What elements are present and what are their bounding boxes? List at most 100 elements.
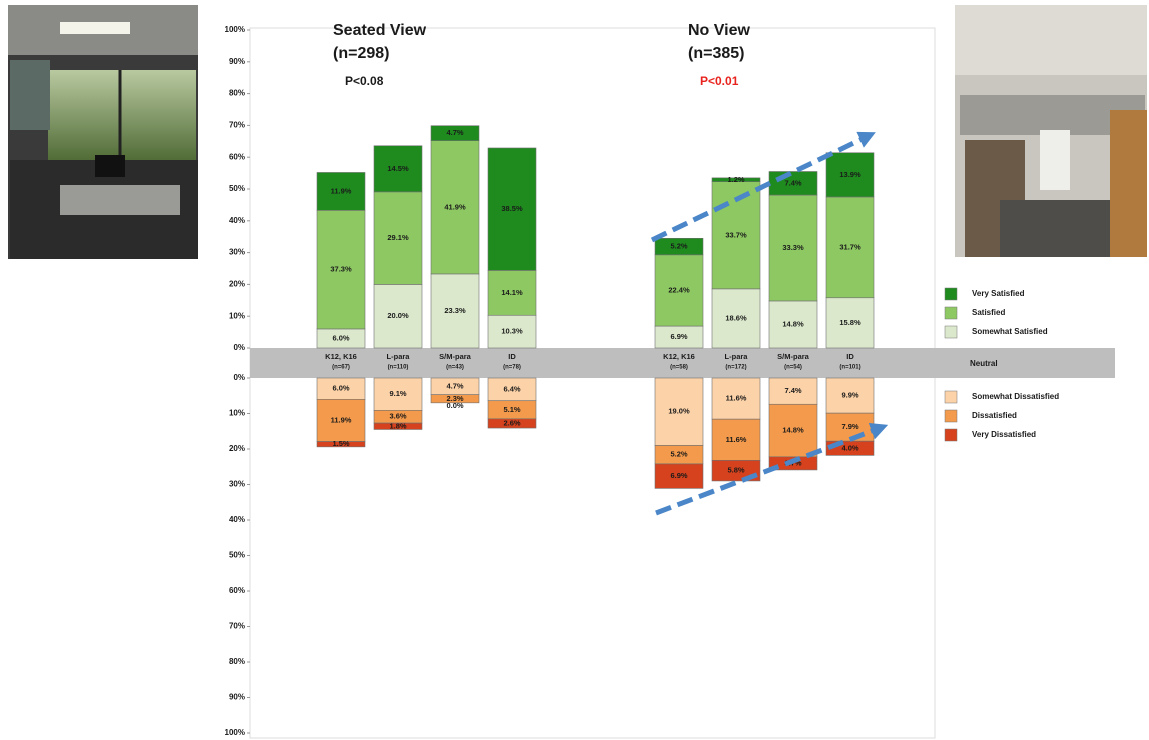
bar-segment xyxy=(654,463,704,489)
value-label: 37.3% xyxy=(330,265,352,274)
category-label: L-para xyxy=(387,352,411,361)
photo-seated-view xyxy=(8,5,198,259)
bar-segment xyxy=(768,300,818,349)
bar-segment xyxy=(654,237,704,256)
bar-segment xyxy=(373,284,423,349)
value-label: 4.0% xyxy=(841,443,858,452)
value-label: 2.3% xyxy=(446,394,463,403)
bar-segment xyxy=(487,314,537,349)
bar-segment xyxy=(316,172,366,211)
bar-segment xyxy=(711,177,761,182)
bar-segment xyxy=(373,191,423,285)
category-n: (n=58) xyxy=(670,365,688,371)
category-n: (n=101) xyxy=(839,365,860,371)
value-label: 7.9% xyxy=(841,422,858,431)
value-label: 6.4% xyxy=(503,384,520,393)
category-label: ID xyxy=(846,352,854,361)
value-label: 19.0% xyxy=(668,407,690,416)
y-tick-label: 80% xyxy=(229,657,245,666)
y-tick-label: 80% xyxy=(229,89,245,98)
bar-segment xyxy=(487,418,537,429)
bar-segment xyxy=(825,377,875,414)
value-label: 4.7% xyxy=(446,381,463,390)
category-label: K12, K16 xyxy=(663,352,695,361)
value-label: 3.6% xyxy=(389,412,406,421)
value-label: 9.9% xyxy=(841,391,858,400)
y-tick-label: 20% xyxy=(229,280,245,289)
bar-segment xyxy=(711,288,761,349)
bar-segment xyxy=(654,254,704,327)
value-label: 6.0% xyxy=(332,333,349,342)
bar-segment xyxy=(768,403,818,458)
bar-segment xyxy=(373,377,423,411)
y-tick-label: 100% xyxy=(225,728,245,737)
value-label: 14.5% xyxy=(387,164,409,173)
y-tick-label: 100% xyxy=(225,25,245,34)
value-label: 6.9% xyxy=(670,471,687,480)
value-label: 29.1% xyxy=(387,233,409,242)
bar-segment xyxy=(316,441,366,448)
group-title: Seated View xyxy=(333,22,427,39)
value-label: 15.8% xyxy=(839,318,861,327)
y-tick-label: 50% xyxy=(229,184,245,193)
legend-label: Somewhat Dissatisfied xyxy=(972,392,1059,401)
y-tick-label: 40% xyxy=(229,216,245,225)
legend-swatch xyxy=(944,325,958,339)
bar-segment xyxy=(316,398,366,442)
value-label: 38.5% xyxy=(501,204,523,213)
bar-segment xyxy=(711,377,761,420)
legend-swatch xyxy=(944,287,958,301)
y-tick-label: 60% xyxy=(229,152,245,161)
value-label: 10.3% xyxy=(501,327,523,336)
category-n: (n=54) xyxy=(784,365,802,371)
value-label: 33.3% xyxy=(782,243,804,252)
category-label: S/M-para xyxy=(777,352,810,361)
y-tick-label: 50% xyxy=(229,551,245,560)
group-title: No View xyxy=(688,22,751,39)
p-value: P<0.01 xyxy=(700,74,739,88)
bar-segment xyxy=(711,418,761,461)
bar-segment xyxy=(487,147,537,271)
bar-segment xyxy=(430,273,480,349)
bar-segment xyxy=(825,412,875,442)
group-subtitle: (n=298) xyxy=(333,45,389,62)
y-tick-label: 10% xyxy=(229,311,245,320)
y-tick-label: 0% xyxy=(233,373,245,382)
legend-swatch xyxy=(944,390,958,404)
bar-segment xyxy=(430,140,480,275)
legend-label: Very Dissatisfied xyxy=(972,430,1036,439)
value-label: 6.9% xyxy=(670,332,687,341)
value-label: 7.4% xyxy=(784,386,801,395)
value-label: 6.0% xyxy=(332,384,349,393)
y-tick-label: 30% xyxy=(229,480,245,489)
y-tick-label: 60% xyxy=(229,586,245,595)
category-n: (n=43) xyxy=(446,365,464,371)
trend-arrow xyxy=(655,422,889,516)
trend-arrow xyxy=(650,131,876,243)
value-label: 14.8% xyxy=(782,426,804,435)
value-label: 1.5% xyxy=(332,439,349,448)
value-label: 41.9% xyxy=(444,202,466,211)
value-label: 14.8% xyxy=(782,319,804,328)
bar-segment xyxy=(825,196,875,299)
value-label: 20.0% xyxy=(387,311,409,320)
value-label: 5.1% xyxy=(503,405,520,414)
value-label: 18.6% xyxy=(725,313,747,322)
y-tick-label: 70% xyxy=(229,121,245,130)
y-tick-label: 0% xyxy=(233,343,245,352)
bar-segment xyxy=(430,394,480,404)
photo-no-view xyxy=(955,5,1147,257)
value-label: 14.1% xyxy=(501,288,523,297)
legend-label: Dissatisfied xyxy=(972,411,1017,420)
value-label: 11.6% xyxy=(726,435,747,444)
legend-label: Very Satisfied xyxy=(972,289,1025,298)
value-label: 7.4% xyxy=(784,178,801,187)
p-value: P<0.08 xyxy=(345,74,384,88)
value-label: 5.8% xyxy=(727,466,744,475)
y-tick-label: 90% xyxy=(229,57,245,66)
value-label: 5.2% xyxy=(670,242,687,251)
plot-frame xyxy=(249,27,936,739)
y-tick-label: 20% xyxy=(229,444,245,453)
category-label: L-para xyxy=(725,352,749,361)
